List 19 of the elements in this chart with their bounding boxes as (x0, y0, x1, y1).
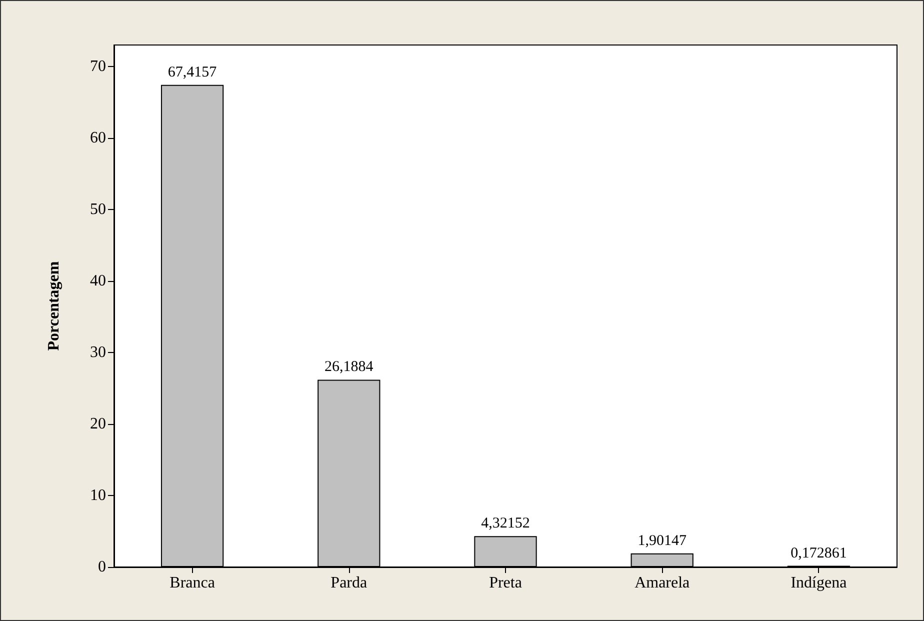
x-tick-label: Amarela (634, 574, 690, 592)
data-label: 0,172861 (790, 545, 847, 562)
data-label: 67,4157 (168, 64, 218, 80)
data-label: 1,90147 (638, 532, 687, 549)
data-label: 4,32152 (481, 516, 530, 532)
x-tick-label: Branca (170, 574, 215, 592)
x-tick-label: Preta (489, 574, 522, 592)
data-label: 26,1884 (324, 359, 374, 376)
y-tick-label: 60 (90, 129, 106, 146)
x-tick-label: Parda (330, 574, 368, 592)
y-tick-label: 20 (90, 415, 106, 432)
y-tick-label: 0 (98, 558, 106, 576)
y-tick-label: 70 (90, 58, 106, 75)
x-tick-label: Indígena (790, 574, 847, 592)
y-tick-label: 30 (90, 344, 106, 361)
y-tick-label: 40 (90, 272, 106, 290)
y-tick-label: 10 (90, 486, 106, 504)
y-tick-label: 50 (90, 200, 106, 218)
y-axis-title: Porcentagem (46, 260, 62, 351)
